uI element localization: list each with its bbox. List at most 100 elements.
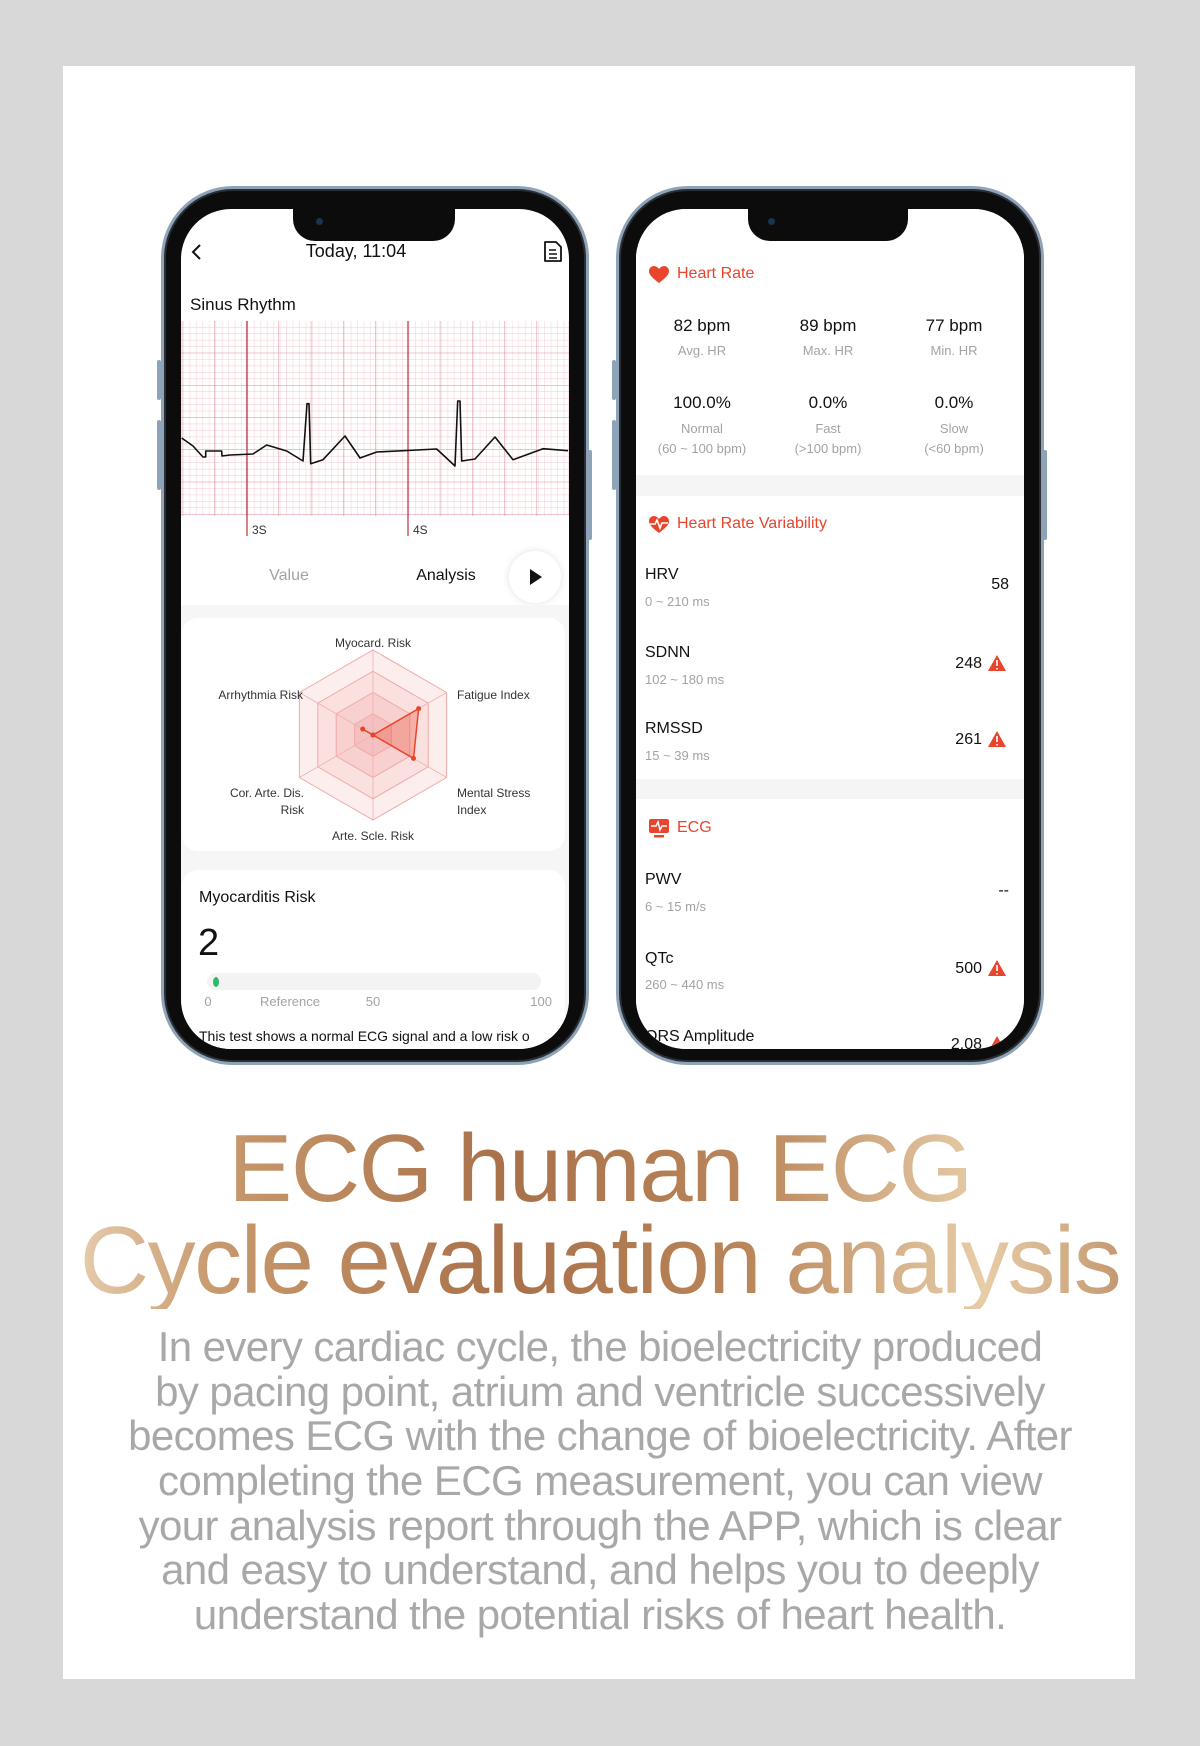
warning-icon (989, 1036, 1005, 1049)
qtc-row-range: 260 ~ 440 ms (645, 977, 725, 992)
max-hr-value: 89 bpm (799, 316, 857, 335)
hrv-heart-pulse-icon (649, 516, 669, 533)
play-icon (530, 569, 542, 585)
phone-side-button (612, 420, 616, 490)
warning-icon (988, 960, 1006, 976)
myocarditis-title: Myocarditis Risk (199, 889, 316, 906)
radar-label-cor-2: Risk (280, 803, 304, 817)
risk-bar (207, 973, 541, 990)
fast-zone-value: 0.0% (808, 393, 848, 412)
pwv-row-name: PWV (645, 871, 682, 888)
scale-min: 0 (204, 994, 212, 1009)
pwv-row-value: -- (998, 882, 1009, 899)
radar-label-cor-1: Cor. Arte. Dis. (229, 786, 304, 800)
risk-radar-chart (298, 649, 448, 821)
heart-rate-title: Heart Rate (677, 265, 755, 282)
radar-label-mental-2: Index (457, 803, 487, 817)
myocarditis-note: This test shows a normal ECG signal and … (199, 1028, 530, 1044)
slow-zone-value: 0.0% (934, 393, 974, 412)
phone-side-button (1043, 450, 1047, 540)
phone-side-button (612, 360, 616, 400)
ecg-monitor-icon (649, 819, 669, 838)
radar-label-arrhythmia: Arrhythmia Risk (218, 688, 303, 702)
radar-spoke (299, 734, 374, 778)
sdnn-row-name: SDNN (645, 644, 691, 661)
radar-label-myocard: Myocard. Risk (334, 636, 412, 650)
rmssd-row-range: 15 ~ 39 ms (645, 748, 710, 763)
scale-mid: 50 (365, 994, 381, 1009)
warning-icon (988, 731, 1006, 747)
qrs-row-name: QRS Amplitude (645, 1028, 755, 1045)
description-line: your analysis report through the APP, wh… (138, 1502, 1062, 1549)
description-line: by pacing point, atrium and ventricle su… (155, 1368, 1045, 1415)
radar-point-mental-stress-index (410, 755, 416, 761)
right-phone-screen: Heart Rate 82 bpm Avg. HR 89 bpm Max. HR… (636, 209, 1024, 1049)
phone-side-button (157, 360, 161, 400)
notch (293, 209, 455, 241)
radar-label-arte: Arte. Scle. Risk (331, 829, 415, 843)
description-line: In every cardiac cycle, the bioelectrici… (157, 1323, 1043, 1370)
heart-rate-card (636, 209, 1024, 475)
tab-value[interactable]: Value (269, 567, 309, 584)
rhythm-label: Sinus Rhythm (190, 295, 296, 314)
hrv-card (636, 496, 1024, 779)
camera (316, 218, 323, 225)
ecg-card (636, 799, 1024, 1049)
qrs-row-value: 2.08 (950, 1036, 982, 1049)
back-chevron-icon[interactable] (190, 243, 204, 261)
scale-reference: Reference (260, 994, 320, 1009)
warning-icon (988, 655, 1006, 671)
description-line: becomes ECG with the change of bioelectr… (128, 1412, 1072, 1459)
fast-zone-range: (>100 bpm) (794, 441, 862, 456)
record-title: Today, 11:04 (305, 241, 407, 261)
left-phone-screen: Today, 11:04 Sinus Rhythm 3S 4S Value An… (181, 209, 569, 1049)
hrv-row-name: HRV (645, 566, 679, 583)
hrv-row-range: 0 ~ 210 ms (645, 594, 710, 609)
time-label-4s: 4S (413, 523, 428, 537)
rmssd-row-name: RMSSD (645, 720, 703, 737)
min-hr-label: Min. HR (930, 343, 978, 358)
report-document-icon[interactable] (542, 240, 564, 264)
hrv-title: Heart Rate Variability (677, 515, 827, 532)
pwv-row-range: 6 ~ 15 m/s (645, 899, 707, 914)
rmssd-row-value: 261 (955, 731, 982, 748)
ecg-title: ECG (677, 819, 712, 836)
radar-point-fatigue-index (416, 706, 422, 712)
scale-max: 100 (530, 994, 552, 1009)
slow-zone-label: Slow (939, 421, 969, 436)
radar-label-fatigue: Fatigue Index (457, 688, 530, 702)
time-label-3s: 3S (252, 523, 267, 537)
left-phone: Today, 11:04 Sinus Rhythm 3S 4S Value An… (161, 186, 589, 1065)
myocarditis-card: Myocarditis Risk 2 0 Reference 50 100 Th… (182, 870, 565, 1049)
ecg-trace (181, 400, 569, 467)
slow-zone-range: (<60 bpm) (924, 441, 984, 456)
play-button[interactable] (509, 551, 561, 603)
tab-analysis[interactable]: Analysis (416, 567, 476, 584)
phone-side-button (588, 450, 592, 540)
normal-zone-value: 100.0% (673, 393, 731, 412)
headline-line-1: ECG human ECG (0, 1121, 1200, 1217)
heart-icon (649, 266, 669, 283)
hrv-row-value: 58 (991, 576, 1009, 593)
radar-point-cor-arte-dis-risk (370, 732, 376, 738)
description-line: completing the ECG measurement, you can … (157, 1457, 1043, 1504)
normal-zone-range: (60 ~ 100 bpm) (657, 441, 747, 456)
max-hr-label: Max. HR (802, 343, 854, 358)
ecg-strip (181, 321, 569, 536)
min-hr-value: 77 bpm (925, 316, 983, 335)
risk-indicator (212, 977, 219, 987)
radar-label-mental-1: Mental Stress (457, 786, 531, 800)
normal-zone-label: Normal (681, 421, 723, 436)
sdnn-row-value: 248 (955, 655, 982, 672)
radar-card: Myocard. Risk Fatigue Index Arrhythmia R… (182, 618, 565, 851)
avg-hr-label: Avg. HR (677, 343, 727, 358)
ecg-grid (181, 321, 569, 516)
phone-side-button (157, 420, 161, 490)
myocarditis-value: 2 (198, 922, 220, 964)
radar-point-arrhythmia-risk (360, 726, 366, 732)
qtc-row-name: QTc (645, 950, 674, 967)
headline-line-2: Cycle evaluation analysis (0, 1213, 1200, 1309)
avg-hr-value: 82 bpm (673, 316, 731, 335)
sdnn-row-range: 102 ~ 180 ms (645, 672, 725, 687)
right-phone: Heart Rate 82 bpm Avg. HR 89 bpm Max. HR… (616, 186, 1044, 1065)
